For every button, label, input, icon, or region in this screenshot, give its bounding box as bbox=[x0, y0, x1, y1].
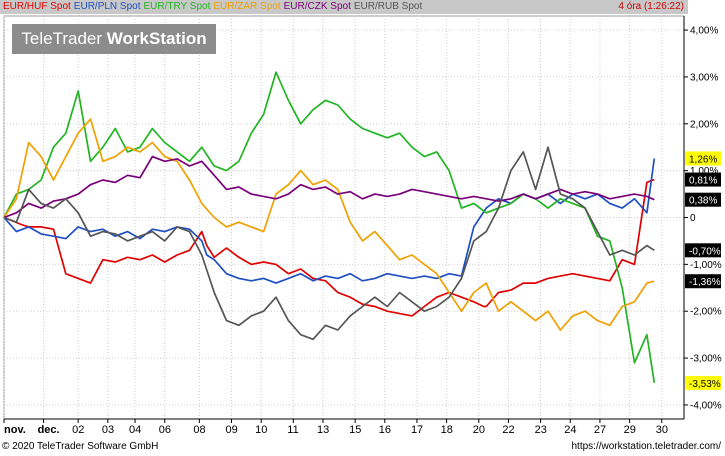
website-url: https://workstation.teletrader.com/ bbox=[571, 441, 721, 452]
series-line bbox=[3, 155, 655, 219]
legend-item: EUR/ZAR Spot bbox=[213, 1, 281, 12]
series-line bbox=[3, 71, 656, 384]
y-tick-label: 4,00% bbox=[690, 26, 718, 37]
x-tick-label: dec. bbox=[38, 424, 60, 436]
series-line bbox=[3, 146, 655, 341]
watermark-product: WorkStation bbox=[106, 29, 207, 48]
legend-bar: EUR/HUF Spot EUR/PLN Spot EUR/TRY Spot EUR/… bbox=[0, 0, 688, 14]
legend-items: EUR/HUF Spot EUR/PLN Spot EUR/TRY Spot EUR/… bbox=[0, 1, 422, 12]
y-tick-label: 3,00% bbox=[690, 72, 718, 83]
y-tick-label: -4,00% bbox=[690, 400, 722, 411]
x-tick-label: 22 bbox=[502, 424, 514, 436]
last-value-box bbox=[685, 172, 721, 187]
last-value-box bbox=[685, 192, 721, 207]
x-tick-label: 02 bbox=[72, 424, 84, 436]
x-tick-label: 16 bbox=[379, 424, 391, 436]
last-value-label: -3,53% bbox=[689, 379, 721, 390]
x-tick-label: 03 bbox=[102, 424, 114, 436]
x-tick-label: 27 bbox=[594, 424, 606, 436]
x-tick-label: 17 bbox=[411, 424, 423, 436]
x-tick-label: 18 bbox=[441, 424, 453, 436]
x-tick-label: 23 bbox=[535, 424, 547, 436]
x-tick-label: 15 bbox=[349, 424, 361, 436]
y-tick-label: -1,00% bbox=[690, 260, 722, 271]
legend-item: EUR/PLN Spot bbox=[73, 1, 141, 12]
x-tick-label: nov. bbox=[4, 424, 26, 436]
x-tick-label: 06 bbox=[159, 424, 171, 436]
last-value-label: -1,36% bbox=[689, 277, 721, 288]
last-value-box bbox=[685, 243, 721, 258]
last-value-label: 0,81% bbox=[689, 176, 717, 187]
x-tick-label: 30 bbox=[656, 424, 668, 436]
x-tick-label: 08 bbox=[193, 424, 205, 436]
legend-item: EUR/RUB Spot bbox=[353, 1, 423, 12]
y-tick-label: -3,00% bbox=[690, 354, 722, 365]
y-tick-label: 1,00% bbox=[690, 166, 718, 177]
footer: © 2020 TeleTrader Software GmbH https://… bbox=[0, 437, 725, 456]
y-tick-label: 2,00% bbox=[690, 119, 718, 130]
x-tick-label: 13 bbox=[317, 424, 329, 436]
y-tick-label: -2,00% bbox=[690, 307, 722, 318]
watermark-logo: TeleTrader WorkStation bbox=[12, 24, 216, 54]
copyright-text: © 2020 TeleTrader Software GmbH bbox=[2, 441, 159, 452]
last-value-label: -0,70% bbox=[689, 246, 721, 257]
last-value-label: 1,26% bbox=[689, 154, 717, 165]
last-value-box bbox=[685, 375, 721, 390]
legend-item: EUR/HUF Spot bbox=[3, 1, 71, 12]
x-tick-label: 09 bbox=[225, 424, 237, 436]
legend-item: EUR/CZK Spot bbox=[283, 1, 351, 12]
last-value-label: 0,38% bbox=[689, 196, 717, 207]
series-line bbox=[3, 178, 655, 317]
chart-svg: 4,00% 3,00% 2,00% 1,00% 0 -1,00% -2,00% -3,00% -… bbox=[3, 15, 722, 436]
x-tick-label: 20 bbox=[473, 424, 485, 436]
x-tick-label: 11 bbox=[287, 424, 298, 436]
x-tick-label: 04 bbox=[129, 424, 141, 436]
legend-item: EUR/TRY Spot bbox=[143, 1, 211, 12]
x-tick-label: 24 bbox=[564, 424, 576, 436]
last-value-box bbox=[685, 274, 721, 289]
series-line bbox=[3, 118, 655, 331]
x-tick-label: 10 bbox=[255, 424, 267, 436]
last-value-box bbox=[685, 151, 721, 166]
timeframe-label: 4 óra (1:26:22) bbox=[618, 1, 684, 12]
y-tick-label: 0 bbox=[690, 213, 696, 224]
watermark-brand: TeleTrader bbox=[21, 29, 103, 48]
x-tick-label: 29 bbox=[624, 424, 636, 436]
